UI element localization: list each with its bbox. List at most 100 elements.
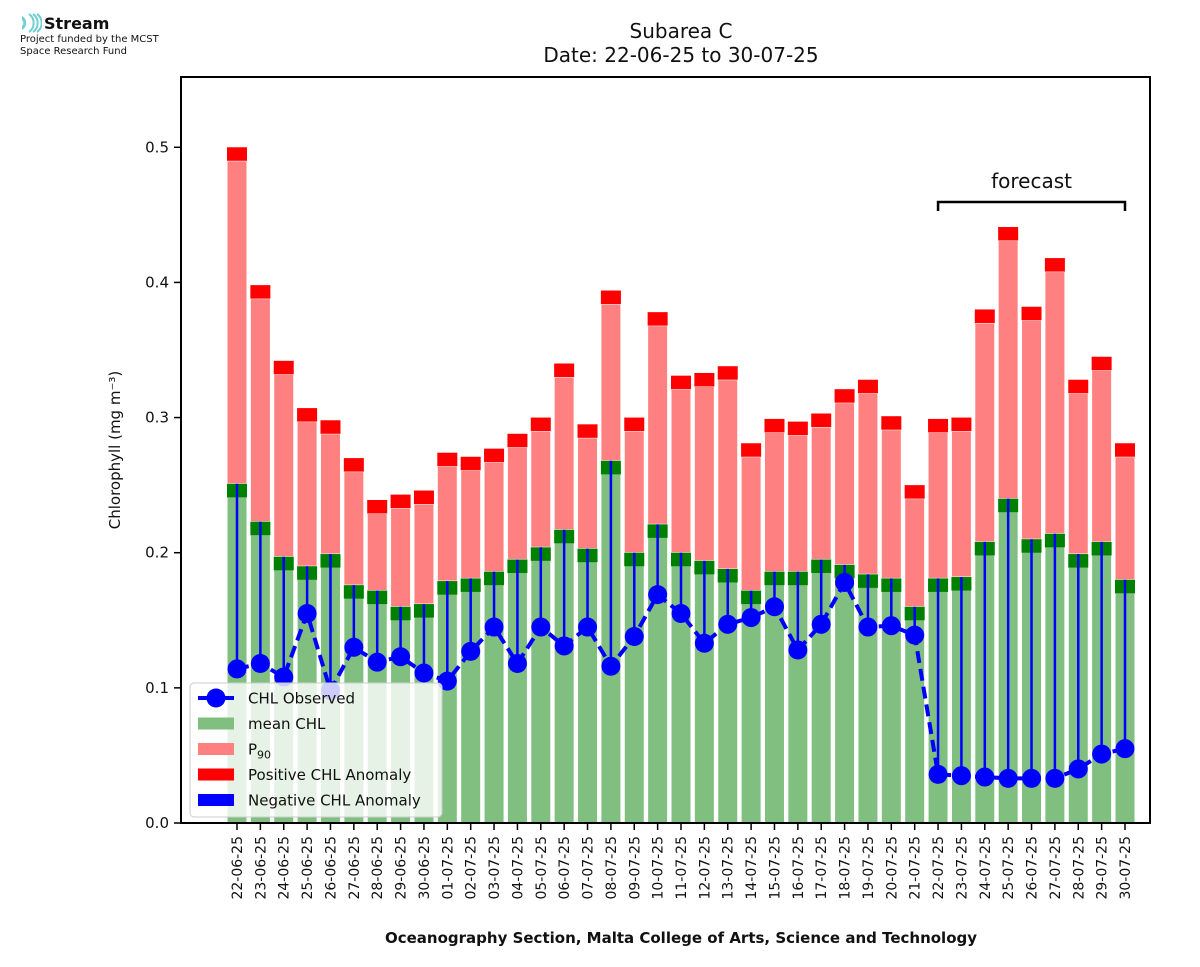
positive-anomaly-cap bbox=[1091, 356, 1112, 371]
positive-anomaly-cap bbox=[530, 417, 551, 432]
observed-point bbox=[437, 671, 457, 691]
forecast-bracket bbox=[936, 200, 1127, 211]
x-tick-label: 05-07-25 bbox=[534, 836, 550, 900]
observed-point bbox=[905, 625, 925, 645]
observed-point bbox=[414, 663, 434, 683]
observed-point bbox=[718, 614, 738, 634]
observed-point bbox=[554, 636, 574, 656]
y-axis-label: Chlorophyll (mg m⁻³) bbox=[106, 371, 124, 530]
forecast-annotation: forecast bbox=[936, 169, 1127, 211]
positive-anomaly-cap bbox=[413, 490, 434, 505]
positive-anomaly-cap bbox=[1021, 306, 1042, 321]
x-tick-label: 28-07-25 bbox=[1071, 836, 1087, 900]
observed-line-layer bbox=[227, 572, 1135, 788]
positive-anomaly-cap bbox=[250, 285, 271, 299]
x-tick-label: 22-06-25 bbox=[230, 836, 246, 900]
positive-anomaly-cap bbox=[460, 456, 481, 471]
funding-line-2: Space Research Fund bbox=[20, 46, 127, 57]
observed-point bbox=[461, 641, 481, 661]
observed-point bbox=[858, 617, 878, 637]
observed-point bbox=[1045, 768, 1065, 788]
positive-anomaly-cap bbox=[974, 309, 995, 323]
observed-point bbox=[928, 764, 948, 784]
legend-label: Positive CHL Anomaly bbox=[248, 766, 411, 784]
x-tick-label: 08-07-25 bbox=[604, 836, 620, 900]
x-tick-label: 14-07-25 bbox=[744, 836, 760, 900]
logo: Stream Project funded by the MCST Space … bbox=[20, 12, 159, 58]
legend-item: Positive CHL Anomaly bbox=[198, 766, 411, 784]
positive-anomaly-cap bbox=[881, 416, 902, 430]
stream-waves-icon bbox=[22, 13, 42, 33]
x-tick-label: 29-06-25 bbox=[394, 836, 410, 900]
observed-point bbox=[694, 633, 714, 653]
positive-anomaly-cap bbox=[437, 452, 458, 467]
observed-point bbox=[344, 637, 364, 657]
x-tick-label: 17-07-25 bbox=[814, 836, 830, 900]
x-tick-label: 13-07-25 bbox=[721, 836, 737, 900]
observed-point bbox=[1115, 739, 1135, 759]
x-tick-label: 16-07-25 bbox=[791, 836, 807, 900]
chart-title-line-1: Subarea C bbox=[630, 19, 733, 43]
observed-point bbox=[250, 654, 270, 674]
x-tick-label: 07-07-25 bbox=[581, 836, 597, 900]
observed-point bbox=[764, 597, 784, 617]
observed-point bbox=[788, 640, 808, 660]
legend-label: CHL Observed bbox=[248, 690, 355, 708]
legend-patch-swatch bbox=[198, 794, 234, 806]
positive-anomaly-cap bbox=[624, 417, 645, 432]
legend-item: Negative CHL Anomaly bbox=[198, 792, 421, 810]
positive-anomaly-cap bbox=[343, 458, 364, 472]
observed-point bbox=[1068, 759, 1088, 779]
observed-point bbox=[951, 766, 971, 786]
x-tick-label: 06-07-25 bbox=[557, 836, 573, 900]
positive-anomaly-cap bbox=[694, 372, 715, 387]
brand: Stream bbox=[20, 12, 159, 34]
observed-point bbox=[507, 654, 527, 674]
positive-anomaly-cap bbox=[787, 421, 808, 436]
positive-anomaly-cap bbox=[320, 420, 341, 434]
y-tick-label: 0.0 bbox=[145, 814, 169, 832]
x-tick-label: 04-07-25 bbox=[510, 836, 526, 900]
x-tick-label: 10-07-25 bbox=[651, 836, 667, 900]
legend-patch-swatch bbox=[198, 768, 234, 781]
positive-anomaly-cap bbox=[928, 418, 949, 433]
y-tick-label: 0.1 bbox=[145, 679, 169, 697]
x-tick-label: 23-06-25 bbox=[253, 836, 269, 900]
legend: CHL Observed mean CHL P90 Positive CHL Anom… bbox=[189, 682, 443, 818]
x-tick-label: 15-07-25 bbox=[767, 836, 783, 900]
positive-anomaly-cap bbox=[577, 424, 598, 438]
observed-point bbox=[274, 667, 294, 687]
positive-anomaly-cap bbox=[834, 389, 855, 403]
x-tick-label: 12-07-25 bbox=[697, 836, 713, 900]
x-tick-label: 21-07-25 bbox=[908, 836, 924, 900]
positive-anomaly-cap bbox=[1044, 258, 1065, 272]
mean-bar bbox=[834, 564, 856, 824]
x-tick-label: 28-06-25 bbox=[370, 836, 386, 900]
x-tick-label: 25-06-25 bbox=[300, 836, 316, 900]
legend-marker-swatch bbox=[206, 688, 226, 708]
observed-point bbox=[1092, 744, 1112, 764]
x-tick-label: 30-06-25 bbox=[417, 836, 433, 900]
observed-point bbox=[975, 767, 995, 787]
funding-line-1: Project funded by the MCST bbox=[20, 34, 159, 45]
legend-label: mean CHL bbox=[248, 715, 326, 733]
observed-point bbox=[484, 617, 504, 637]
observed-point bbox=[227, 659, 247, 679]
x-tick-label: 27-07-25 bbox=[1048, 836, 1064, 900]
observed-point bbox=[601, 656, 621, 676]
forecast-label: forecast bbox=[991, 169, 1072, 193]
positive-anomaly-cap bbox=[717, 366, 738, 380]
positive-anomaly-cap bbox=[951, 417, 972, 432]
observed-point bbox=[1022, 768, 1042, 788]
legend-item: P90 bbox=[198, 741, 271, 762]
legend-label: Negative CHL Anomaly bbox=[248, 792, 421, 810]
observed-point bbox=[881, 616, 901, 636]
x-tick-label: 23-07-25 bbox=[954, 836, 970, 900]
brand-name: Stream bbox=[44, 13, 110, 33]
positive-anomaly-cap bbox=[811, 413, 832, 428]
positive-anomaly-cap bbox=[857, 379, 878, 394]
x-tick-label: 11-07-25 bbox=[674, 836, 690, 900]
x-tick-label: 03-07-25 bbox=[487, 836, 503, 900]
chart-title-line-2: Date: 22-06-25 to 30-07-25 bbox=[543, 43, 818, 67]
positive-anomaly-cap bbox=[297, 408, 318, 422]
